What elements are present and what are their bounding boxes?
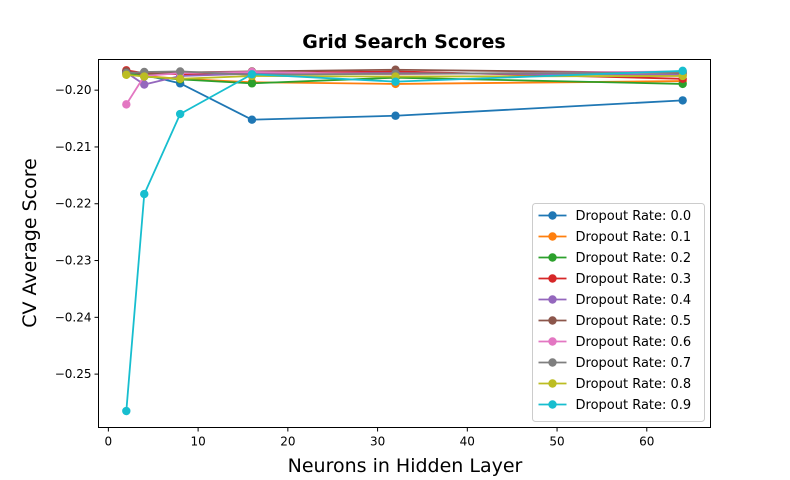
x-axis-label: Neurons in Hidden Layer	[288, 455, 523, 477]
data-point	[247, 115, 257, 124]
legend-item: Dropout Rate: 0.4	[538, 293, 692, 308]
legend: Dropout Rate: 0.0 Dropout Rate: 0.1 Dropou…	[532, 203, 705, 422]
legend-item: Dropout Rate: 0.2	[538, 251, 692, 266]
legend-label: Dropout Rate: 0.1	[576, 230, 692, 245]
data-point	[391, 111, 400, 120]
chart-title: Grid Search Scores	[302, 31, 505, 53]
legend-item: Dropout Rate: 0.9	[538, 398, 692, 413]
x-tick-label: 50	[549, 435, 564, 449]
data-point	[247, 79, 257, 88]
data-point	[391, 77, 400, 86]
y-axis-label: CV Average Score	[19, 158, 41, 328]
y-tick-label: −0.25	[55, 367, 92, 381]
x-tick-label: 0	[105, 435, 113, 449]
legend-item: Dropout Rate: 0.5	[538, 314, 692, 329]
data-point	[175, 67, 185, 76]
data-point	[678, 96, 687, 105]
legend-item: Dropout Rate: 0.6	[538, 335, 692, 350]
data-point	[175, 109, 185, 119]
data-point	[140, 72, 149, 81]
legend-marker	[548, 316, 557, 325]
legend-label: Dropout Rate: 0.5	[576, 314, 692, 329]
y-tick-label: −0.21	[55, 140, 92, 154]
series-9	[122, 66, 687, 416]
legend-label: Dropout Rate: 0.7	[576, 356, 692, 371]
legend-item: Dropout Rate: 0.8	[538, 377, 692, 392]
data-point	[140, 80, 149, 89]
y-tick-label: −0.22	[55, 197, 92, 211]
data-point	[678, 66, 687, 76]
data-point	[122, 406, 131, 416]
x-tick-label: 60	[639, 435, 654, 449]
y-tick-label: −0.23	[55, 254, 92, 268]
legend-label: Dropout Rate: 0.2	[576, 251, 692, 266]
legend-item: Dropout Rate: 0.7	[538, 356, 692, 371]
legend-marker	[548, 295, 557, 304]
data-point	[122, 100, 131, 109]
plot-frame	[98, 59, 711, 428]
legend-marker	[548, 232, 557, 241]
legend-marker	[548, 274, 557, 283]
legend-label: Dropout Rate: 0.4	[576, 293, 692, 308]
legend-marker	[548, 400, 557, 409]
data-point	[247, 70, 257, 79]
legend-marker	[548, 253, 557, 262]
legend-marker	[548, 379, 557, 388]
x-tick-label: 30	[370, 435, 385, 449]
series-line	[125, 69, 683, 412]
legend-item: Dropout Rate: 0.3	[538, 272, 692, 287]
legend-label: Dropout Rate: 0.0	[576, 209, 692, 224]
legend-marker	[548, 358, 557, 367]
y-axis-ticks: −0.25 −0.24 −0.23 −0.22 −0.21 −0.20	[55, 83, 99, 381]
legend-label: Dropout Rate: 0.9	[576, 398, 692, 413]
legend-marker	[548, 211, 557, 220]
x-tick-label: 20	[280, 435, 295, 449]
y-tick-label: −0.20	[55, 83, 92, 97]
x-tick-label: 40	[460, 435, 475, 449]
legend-label: Dropout Rate: 0.8	[576, 377, 692, 392]
plot-area	[122, 65, 687, 416]
x-axis-ticks: 0 10 20 30 40 50 60	[105, 427, 654, 449]
data-point	[140, 189, 149, 199]
legend-item: Dropout Rate: 0.1	[538, 230, 692, 245]
legend-marker	[548, 337, 557, 346]
legend-label: Dropout Rate: 0.6	[576, 335, 692, 350]
data-point	[175, 74, 185, 84]
legend-item: Dropout Rate: 0.0	[538, 209, 692, 224]
y-tick-label: −0.24	[55, 310, 92, 324]
legend-label: Dropout Rate: 0.3	[576, 272, 692, 287]
legend-box	[532, 203, 705, 422]
data-point	[122, 70, 131, 80]
series-8	[122, 70, 687, 84]
x-tick-label: 10	[190, 435, 205, 449]
